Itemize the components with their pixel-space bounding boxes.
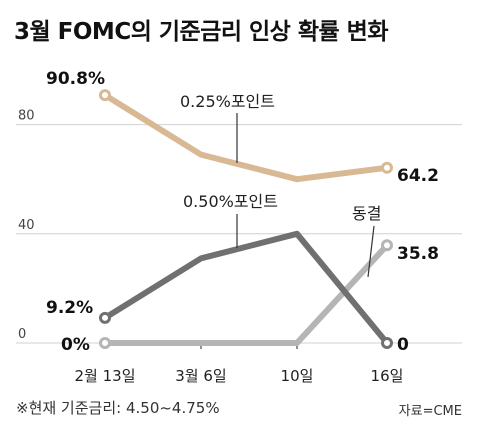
series-endpoint-marker (381, 239, 393, 252)
footnote: ※현재 기준금리: 4.50~4.75% (16, 399, 220, 417)
x-tick-label: 2월 13일 (75, 367, 136, 385)
data-label: 64.2 (397, 166, 439, 186)
y-tick-label: 80 (18, 109, 35, 124)
series-name-label: 0.50%포인트 (183, 192, 278, 211)
series-endpoint-marker (381, 337, 393, 349)
source-credit: 자료=CME (398, 404, 462, 419)
series-line (102, 242, 390, 346)
series-endpoint-marker (99, 89, 111, 102)
series-endpoint-marker (381, 161, 393, 174)
x-tick-label: 3월 6일 (175, 367, 226, 385)
x-tick-label: 16일 (371, 367, 404, 385)
x-tick-label: 10일 (281, 367, 314, 385)
data-label: 90.8% (46, 69, 105, 89)
y-tick-label: 40 (18, 218, 35, 233)
series-line (102, 230, 390, 346)
y-tick-label: 0 (18, 327, 26, 342)
data-label: 35.8 (397, 244, 439, 264)
series-line (102, 92, 390, 183)
series-name-label: 동결 (352, 204, 381, 223)
data-label: 9.2% (46, 298, 93, 318)
data-label: 0% (61, 335, 90, 355)
leader-line (367, 225, 375, 278)
series-name-label: 0.25%포인트 (180, 92, 275, 111)
data-label: 0 (397, 335, 409, 355)
series-endpoint-marker (99, 337, 111, 349)
chart-title: 3월 FOMC의 기준금리 인상 확률 변화 (14, 19, 389, 45)
series-endpoint-marker (99, 311, 111, 324)
